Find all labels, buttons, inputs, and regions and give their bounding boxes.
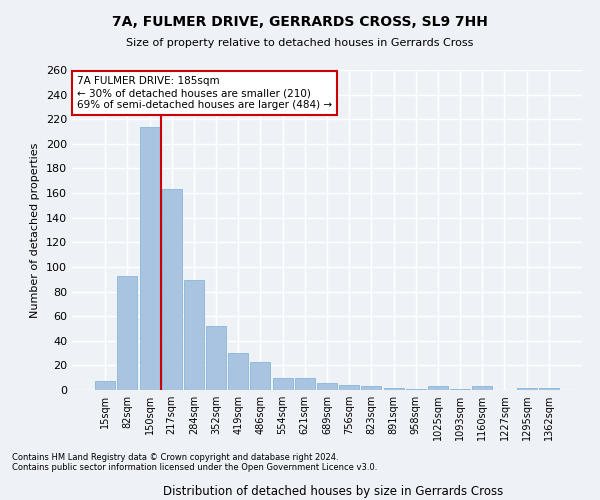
Bar bbox=[184, 280, 204, 390]
Bar bbox=[295, 378, 315, 390]
Bar bbox=[118, 276, 137, 390]
Bar bbox=[428, 386, 448, 390]
Text: 7A FULMER DRIVE: 185sqm
← 30% of detached houses are smaller (210)
69% of semi-d: 7A FULMER DRIVE: 185sqm ← 30% of detache… bbox=[77, 76, 332, 110]
Bar bbox=[95, 382, 115, 390]
Bar bbox=[250, 362, 271, 390]
Text: Contains HM Land Registry data © Crown copyright and database right 2024.: Contains HM Land Registry data © Crown c… bbox=[12, 454, 338, 462]
Bar bbox=[539, 388, 559, 390]
Bar bbox=[162, 190, 182, 390]
Bar bbox=[406, 389, 426, 390]
Bar bbox=[206, 326, 226, 390]
Bar bbox=[472, 386, 492, 390]
Bar bbox=[317, 382, 337, 390]
Text: Contains public sector information licensed under the Open Government Licence v3: Contains public sector information licen… bbox=[12, 464, 377, 472]
Y-axis label: Number of detached properties: Number of detached properties bbox=[31, 142, 40, 318]
Bar bbox=[140, 126, 160, 390]
Text: Size of property relative to detached houses in Gerrards Cross: Size of property relative to detached ho… bbox=[127, 38, 473, 48]
Bar bbox=[361, 386, 382, 390]
Text: Distribution of detached houses by size in Gerrards Cross: Distribution of detached houses by size … bbox=[163, 484, 503, 498]
Text: 7A, FULMER DRIVE, GERRARDS CROSS, SL9 7HH: 7A, FULMER DRIVE, GERRARDS CROSS, SL9 7H… bbox=[112, 15, 488, 29]
Bar bbox=[450, 389, 470, 390]
Bar bbox=[517, 388, 536, 390]
Bar bbox=[228, 353, 248, 390]
Bar bbox=[272, 378, 293, 390]
Bar bbox=[339, 385, 359, 390]
Bar bbox=[383, 388, 404, 390]
